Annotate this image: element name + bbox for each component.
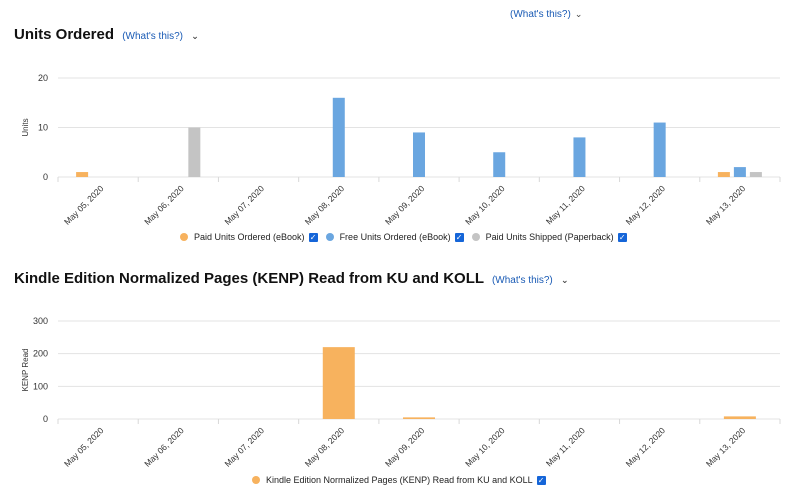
- x-tick-label: May 06, 2020: [142, 425, 186, 469]
- y-tick-label: 0: [43, 414, 48, 424]
- bar[interactable]: [573, 137, 586, 177]
- units-ordered-title-text: Units Ordered: [14, 26, 115, 43]
- legend-item[interactable]: Paid Units Ordered (eBook) ✓: [180, 232, 318, 242]
- bar[interactable]: [733, 167, 746, 177]
- y-axis-label: KENP Read: [21, 349, 30, 392]
- y-tick-label: 300: [33, 316, 48, 326]
- legend-item[interactable]: Paid Units Shipped (Paperback) ✓: [471, 232, 627, 242]
- units-ordered-title: Units Ordered (What's this?) ⌄: [14, 26, 199, 43]
- top-whats-this-link[interactable]: (What's this?) ⌄: [510, 10, 582, 22]
- bar[interactable]: [413, 132, 425, 177]
- x-tick-label: May 07, 2020: [222, 425, 266, 469]
- x-tick-label: May 09, 2020: [383, 425, 427, 469]
- legend-label: Paid Units Ordered (eBook): [194, 232, 305, 242]
- bar[interactable]: [723, 416, 756, 419]
- y-tick-label: 0: [43, 172, 48, 182]
- legend-checkbox[interactable]: ✓: [617, 232, 627, 242]
- legend-label: Free Units Ordered (eBook): [339, 232, 451, 242]
- units-ordered-whats-this-link[interactable]: (What's this?): [122, 31, 184, 42]
- y-tick-label: 200: [33, 349, 48, 359]
- x-tick-label: May 12, 2020: [624, 425, 668, 469]
- bar[interactable]: [749, 172, 762, 177]
- bar[interactable]: [76, 172, 89, 177]
- chevron-down-icon[interactable]: ⌄: [574, 10, 583, 19]
- kenp-legend: Kindle Edition Normalized Pages (KENP) R…: [252, 475, 554, 485]
- y-tick-label: 10: [38, 123, 48, 133]
- units-ordered-legend: Paid Units Ordered (eBook) ✓ Free Units Or…: [180, 232, 635, 242]
- legend-dot-icon: [471, 233, 480, 241]
- x-tick-label: May 13, 2020: [704, 425, 748, 469]
- legend-checkbox[interactable]: ✓: [536, 475, 546, 485]
- bar[interactable]: [322, 347, 355, 419]
- x-tick-label: May 11, 2020: [544, 425, 587, 468]
- legend-checkbox[interactable]: ✓: [308, 232, 318, 242]
- legend-checkbox[interactable]: ✓: [454, 232, 464, 242]
- kenp-title: Kindle Edition Normalized Pages (KENP) R…: [14, 270, 568, 287]
- y-tick-label: 20: [38, 73, 48, 83]
- legend-dot-icon: [252, 476, 260, 484]
- bar[interactable]: [493, 152, 506, 177]
- legend-item[interactable]: Kindle Edition Normalized Pages (KENP) R…: [252, 475, 546, 485]
- bar[interactable]: [403, 417, 435, 419]
- bar[interactable]: [717, 172, 730, 177]
- legend-dot-icon: [325, 233, 334, 241]
- top-whats-this-text[interactable]: (What's this?): [510, 10, 571, 20]
- chevron-down-icon[interactable]: ⌄: [560, 275, 569, 285]
- legend-dot-icon: [180, 233, 188, 241]
- kenp-title-text: Kindle Edition Normalized Pages (KENP) R…: [14, 270, 484, 287]
- chevron-down-icon[interactable]: ⌄: [191, 31, 199, 41]
- legend-label: Paid Units Shipped (Paperback): [485, 232, 614, 242]
- x-tick-label: May 08, 2020: [303, 425, 347, 469]
- x-tick-label: May 10, 2020: [463, 425, 507, 469]
- legend-label: Kindle Edition Normalized Pages (KENP) R…: [266, 475, 533, 485]
- kenp-whats-this-link[interactable]: (What's this?): [491, 275, 553, 286]
- y-axis-label: Units: [21, 118, 30, 136]
- y-tick-label: 100: [33, 381, 48, 391]
- bar[interactable]: [188, 127, 201, 178]
- bar[interactable]: [653, 122, 666, 177]
- bar[interactable]: [332, 97, 345, 177]
- x-tick-label: May 05, 2020: [62, 425, 106, 469]
- legend-item[interactable]: Free Units Ordered (eBook) ✓: [325, 232, 464, 242]
